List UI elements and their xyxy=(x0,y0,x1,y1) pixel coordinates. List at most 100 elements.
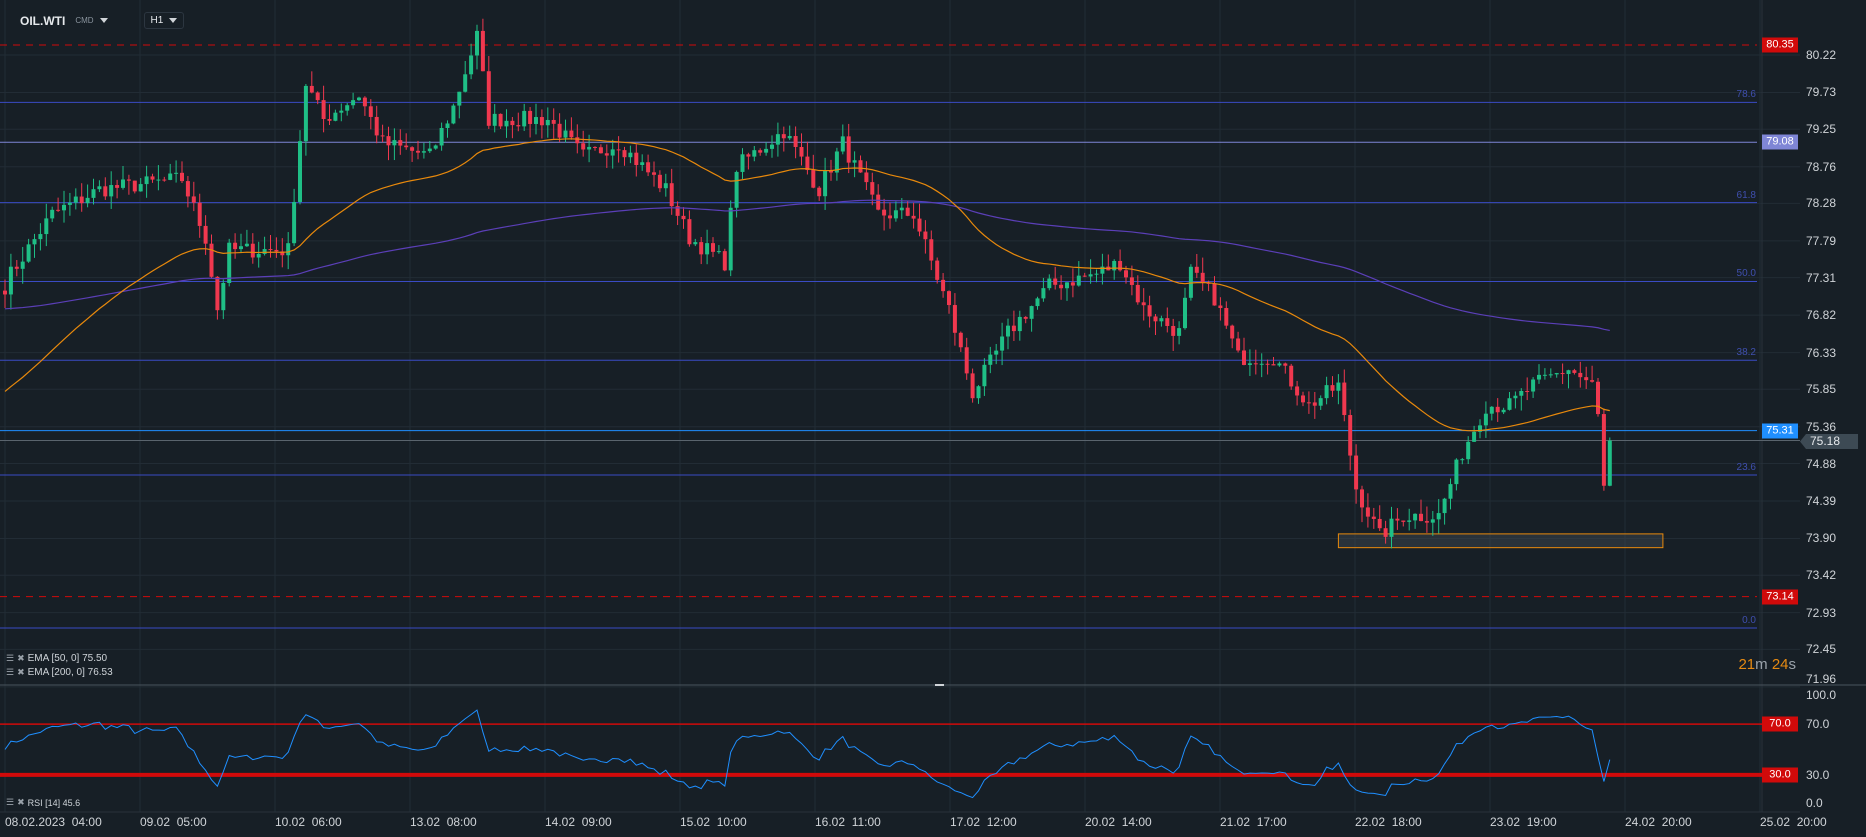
close-icon[interactable]: ✖ xyxy=(17,653,25,663)
chevron-down-icon xyxy=(169,18,178,23)
candle xyxy=(746,154,751,157)
candle xyxy=(115,185,120,188)
candle xyxy=(138,184,143,192)
grid xyxy=(0,0,1800,813)
candle xyxy=(215,276,220,311)
candle xyxy=(1159,318,1164,322)
candle xyxy=(958,332,963,348)
indicator-legend-rsi[interactable]: ☰ ✖ RSI [14] 45.6 xyxy=(6,797,80,808)
candle xyxy=(50,209,55,219)
countdown-seconds-unit: s xyxy=(1788,656,1797,673)
candle xyxy=(1448,484,1453,499)
candle xyxy=(1041,288,1046,299)
candle xyxy=(988,354,993,365)
timeframe-selector[interactable]: H1 xyxy=(143,12,185,29)
settings-icon[interactable]: ☰ xyxy=(6,797,15,807)
candle xyxy=(888,215,892,219)
candle xyxy=(1395,518,1400,521)
candle xyxy=(811,170,816,188)
price-axis-label: 79.73 xyxy=(1806,85,1837,100)
candle xyxy=(899,207,904,211)
candle xyxy=(38,234,43,240)
candle xyxy=(286,243,291,256)
candle xyxy=(1283,363,1288,366)
candle xyxy=(1200,272,1205,283)
candle xyxy=(380,135,385,137)
candle xyxy=(628,152,633,158)
candle xyxy=(8,266,13,295)
candle xyxy=(1153,316,1158,322)
candles xyxy=(3,18,1612,549)
candle xyxy=(1478,425,1482,432)
candle xyxy=(1460,459,1465,461)
candle xyxy=(1265,363,1270,365)
candle xyxy=(1147,305,1152,317)
candle xyxy=(191,196,196,203)
close-icon[interactable]: ✖ xyxy=(17,667,25,677)
candle xyxy=(244,243,249,247)
rsi-axis-label: 100.0 xyxy=(1806,688,1837,702)
candle xyxy=(1053,278,1058,285)
candle xyxy=(1247,363,1252,365)
candle xyxy=(734,171,739,208)
candle xyxy=(144,176,149,185)
market-selector[interactable]: CMD xyxy=(75,16,108,25)
indicator-legend-ema50[interactable]: ☰ ✖ EMA [50, 0] 75.50 xyxy=(6,653,107,664)
candle xyxy=(534,117,538,124)
settings-icon[interactable]: ☰ xyxy=(6,667,15,677)
indicator-label: RSI [14] 45.6 xyxy=(27,797,81,808)
price-axis-label: 76.82 xyxy=(1806,308,1837,323)
candle xyxy=(504,120,509,127)
ema-50-line xyxy=(4,138,1610,432)
candle xyxy=(1348,415,1353,456)
support-zone-rectangle[interactable] xyxy=(1337,533,1664,549)
candle xyxy=(1383,528,1388,537)
candle xyxy=(604,153,609,156)
rsi-level-tag: 70.0 xyxy=(1762,716,1798,732)
current-price-tag: 75.18 xyxy=(1800,434,1858,449)
candle xyxy=(799,146,804,157)
candle xyxy=(1483,413,1488,426)
candle xyxy=(1023,316,1028,319)
candle xyxy=(781,134,786,139)
candle xyxy=(427,148,432,152)
pane-resize-handle[interactable] xyxy=(935,684,944,686)
candle xyxy=(982,364,987,387)
candle xyxy=(1035,298,1040,307)
symbol-name[interactable]: OIL.WTI xyxy=(20,13,66,28)
candle xyxy=(221,282,226,311)
price-tag: 73.14 xyxy=(1762,589,1798,605)
candle xyxy=(1525,390,1530,392)
candle xyxy=(1590,380,1595,382)
candle xyxy=(870,182,875,195)
candle xyxy=(457,91,462,106)
candle xyxy=(1584,377,1589,381)
candle xyxy=(1578,372,1583,378)
candle xyxy=(463,74,468,92)
rsi-axis-label: 0.0 xyxy=(1806,796,1823,810)
indicator-legend-ema200[interactable]: ☰ ✖ EMA [200, 0] 76.53 xyxy=(6,667,113,678)
candle xyxy=(109,185,114,197)
candle-countdown: 21m 24s xyxy=(1738,656,1796,673)
candle xyxy=(1301,395,1305,403)
settings-icon[interactable]: ☰ xyxy=(6,653,15,663)
candle xyxy=(610,149,615,156)
chevron-down-icon xyxy=(99,18,108,23)
candle xyxy=(357,97,361,101)
candle xyxy=(646,162,651,173)
rsi-axis-label: 30.0 xyxy=(1806,767,1830,782)
candle xyxy=(1224,308,1229,326)
time-axis-label: 15.02 10:00 xyxy=(680,815,747,829)
candle xyxy=(333,112,338,121)
rsi-level-tag: 30.0 xyxy=(1762,767,1798,783)
candle xyxy=(1011,325,1016,332)
candle xyxy=(587,146,592,150)
candle xyxy=(834,151,839,173)
candle xyxy=(1059,284,1064,289)
candle xyxy=(1354,455,1359,490)
candle xyxy=(929,239,934,261)
close-icon[interactable]: ✖ xyxy=(17,797,25,807)
candle xyxy=(1242,350,1246,365)
candle xyxy=(598,147,603,154)
